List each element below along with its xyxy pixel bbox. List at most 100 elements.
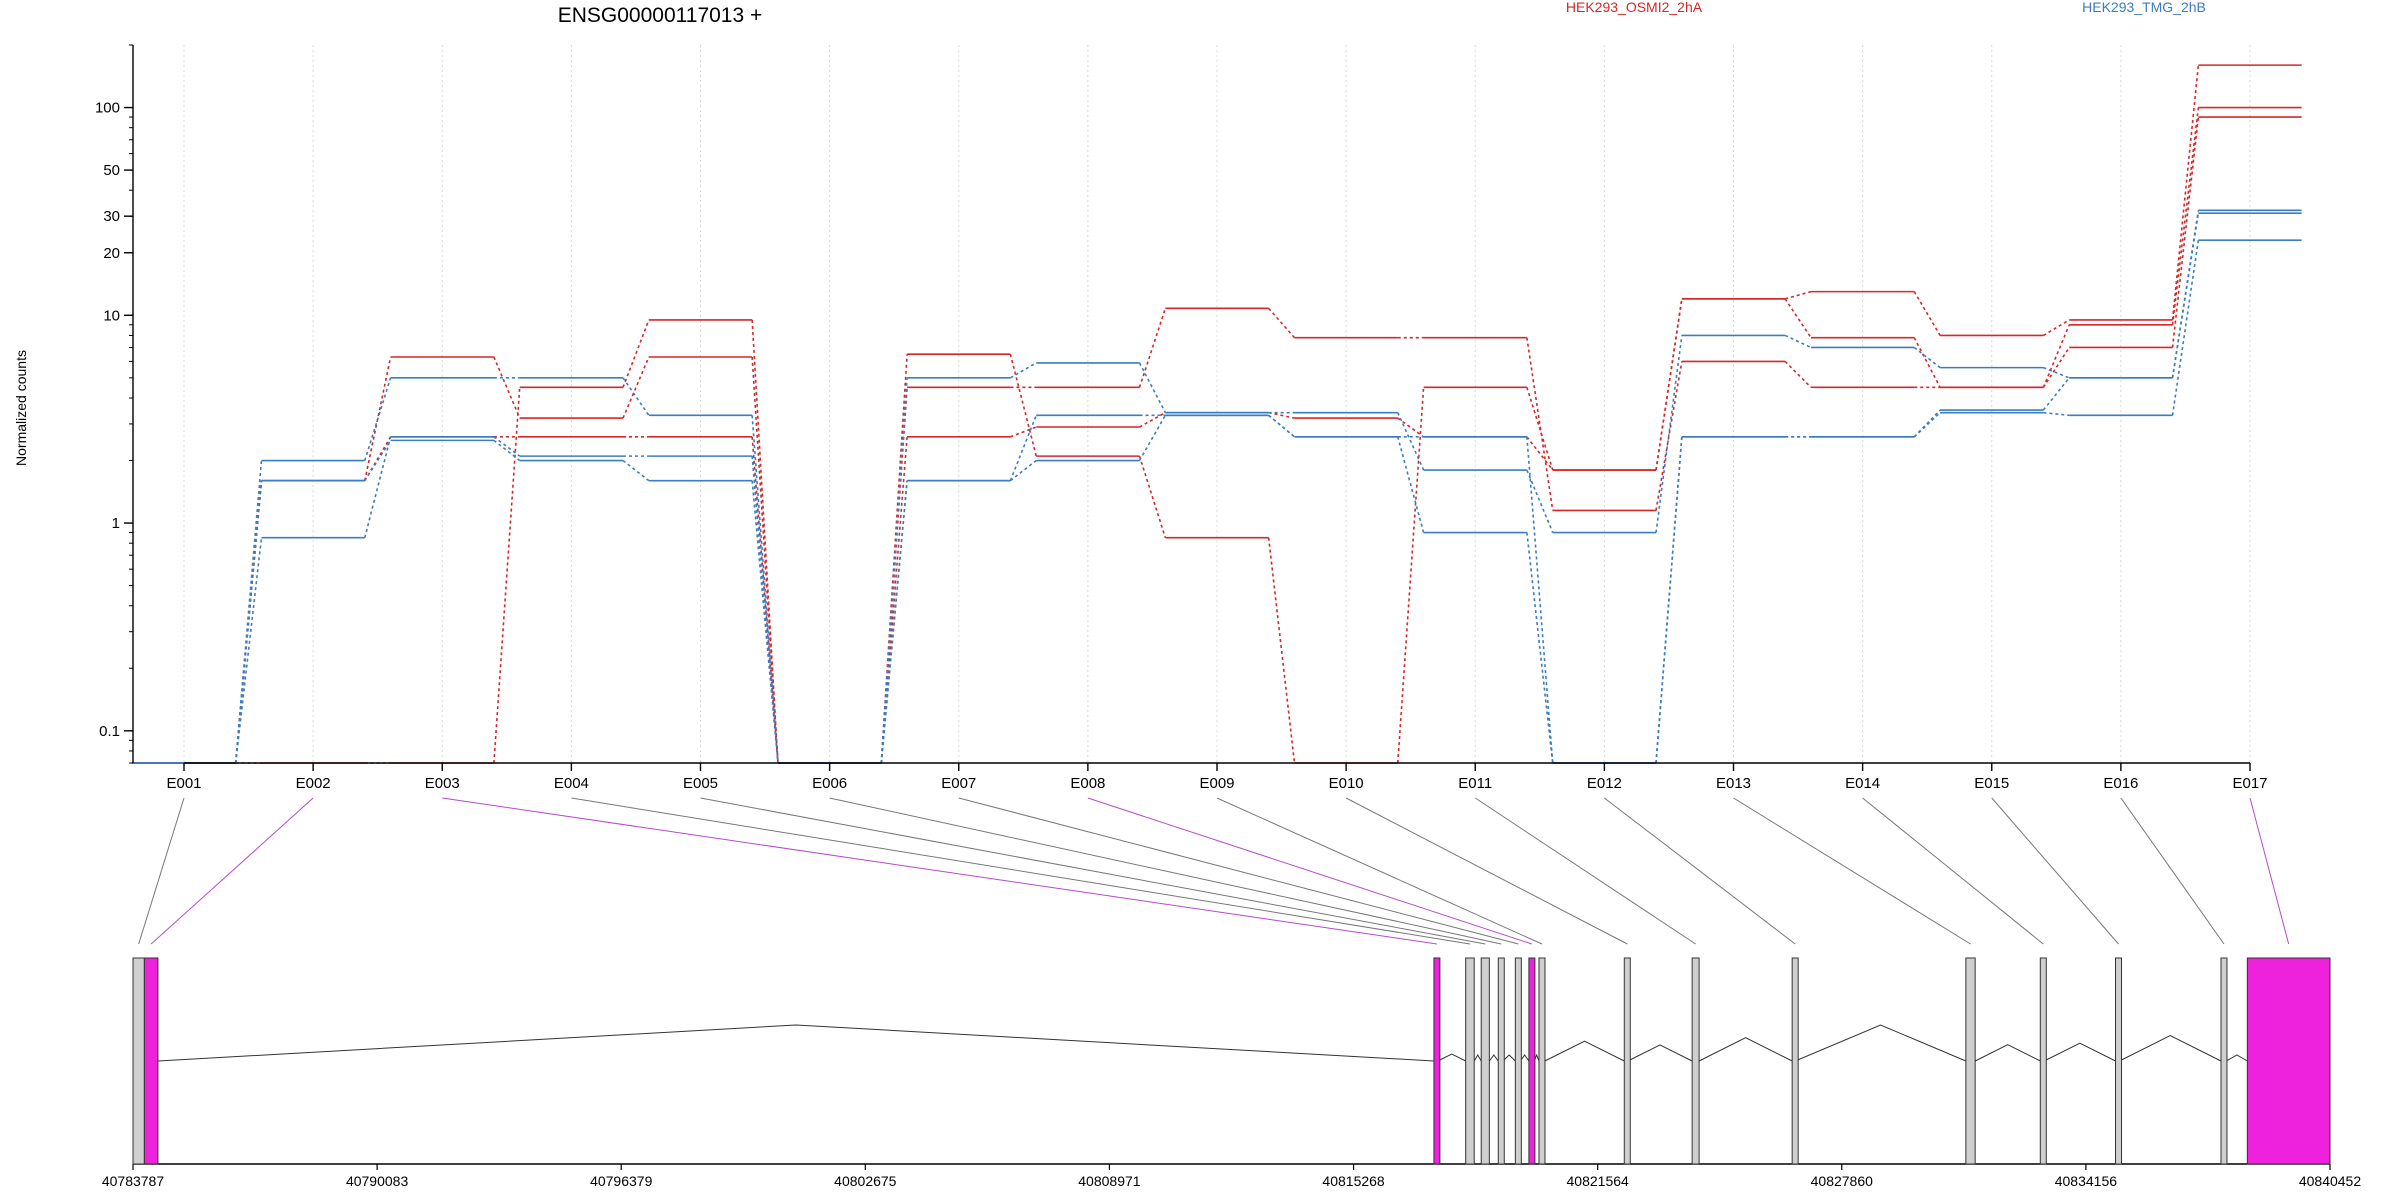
- series-transition: [1526, 469, 1554, 533]
- series-transition: [751, 415, 779, 764]
- x-tick-label: E015: [1974, 775, 2009, 792]
- exon-box-e004: [1465, 957, 1475, 1165]
- series-transition: [1009, 459, 1037, 482]
- exon-box-e012: [1791, 957, 1799, 1165]
- series-transition: [363, 436, 392, 538]
- intron-line: [157, 1024, 1434, 1062]
- x-tick-label: E017: [2232, 775, 2267, 792]
- intron-line: [1473, 1054, 1482, 1062]
- exon-connector: [700, 797, 1486, 945]
- series-transition: [1913, 409, 1941, 438]
- genome-tick-label: 40796379: [590, 1173, 653, 1189]
- exon-connector: [2120, 797, 2225, 945]
- series-transition: [1009, 362, 1037, 379]
- genome-tick-label: 40783787: [102, 1173, 165, 1189]
- series-transition: [2171, 107, 2200, 325]
- exon-box-e006: [1497, 957, 1505, 1165]
- x-tick-label: E009: [1199, 775, 1234, 792]
- exon-connector: [1862, 797, 2044, 945]
- exon-connector-lines: [138, 797, 2290, 945]
- series-transition: [880, 377, 908, 764]
- series-transition: [1268, 414, 1295, 438]
- y-tick-label: 100: [95, 100, 120, 117]
- genome-tick-label: 40802675: [834, 1173, 897, 1189]
- exon-box-e013: [1965, 957, 1976, 1165]
- series-transition: [751, 356, 779, 764]
- series-transition: [1784, 334, 1812, 349]
- series-transition: [1010, 426, 1037, 438]
- series-transition: [493, 387, 521, 764]
- intron-line: [1437, 1053, 1466, 1062]
- x-tick-label: E008: [1070, 775, 1105, 792]
- series-transition: [493, 436, 521, 457]
- x-tick-label: E010: [1329, 775, 1364, 792]
- intron-line: [1974, 1044, 2041, 1062]
- exon-box-e016: [2220, 957, 2228, 1165]
- exon-connector: [829, 797, 1502, 945]
- x-tick-label: E014: [1845, 775, 1880, 792]
- intron-line: [1698, 1037, 1793, 1062]
- legend-label-osmi: HEK293_OSMI2_2hA: [1566, 0, 1703, 15]
- series-transition: [1655, 335, 1683, 533]
- genome-tick-label: 40815268: [1322, 1173, 1385, 1189]
- genome-tick-label: 40821564: [1567, 1173, 1630, 1189]
- series-transition: [1267, 537, 1296, 764]
- series-transition: [622, 459, 650, 482]
- exon-box-e008: [1528, 957, 1536, 1165]
- exon-box-e011: [1691, 957, 1700, 1165]
- genome-tick-label: 40840452: [2299, 1173, 2362, 1189]
- y-axis-label: Normalized counts: [13, 350, 29, 466]
- exon-connector: [2249, 797, 2290, 945]
- intron-line: [1795, 1024, 1967, 1062]
- series-transition: [2042, 377, 2070, 411]
- x-tick-label: E016: [2103, 775, 2138, 792]
- series-transition: [1526, 436, 1554, 471]
- intron-line: [1627, 1044, 1693, 1062]
- genome-tick-label: 40827860: [1811, 1173, 1874, 1189]
- series-transition: [1655, 436, 1683, 764]
- exon-connector: [1087, 797, 1533, 945]
- exon-box-e005: [1480, 957, 1490, 1165]
- x-tick-label: E001: [166, 775, 201, 792]
- series-transition: [364, 439, 392, 482]
- intron-line: [2226, 1054, 2248, 1062]
- series-transition: [1009, 353, 1038, 457]
- vertical-gridlines: [183, 45, 2251, 763]
- genome-tick-label: 40834156: [2055, 1173, 2118, 1189]
- intron-line: [1488, 1054, 1499, 1062]
- gene-model: 40783787 40790083 40796379 40802675 40808971…: [102, 957, 2362, 1189]
- y-tick-label: 30: [103, 208, 120, 225]
- series-transition: [751, 319, 779, 764]
- exon-connector: [958, 797, 1519, 945]
- series-transition: [1397, 412, 1425, 471]
- series-transition: [1784, 360, 1812, 388]
- exon-connector: [442, 797, 1437, 945]
- series-transition: [1139, 411, 1166, 428]
- exon-box-e001: [132, 957, 145, 1165]
- series-transition: [364, 377, 392, 461]
- exon-box-e003: [1433, 957, 1441, 1165]
- exon-box-e017: [2246, 957, 2331, 1165]
- chart-title: ENSG00000117013 +: [558, 4, 763, 27]
- series-transition: [622, 377, 650, 416]
- series-transition: [2042, 324, 2070, 388]
- series-transition: [1655, 361, 1683, 511]
- series-transition: [234, 537, 263, 764]
- genome-tick-label: 40790083: [346, 1173, 409, 1189]
- genome-tick-label: 40808971: [1078, 1173, 1141, 1189]
- x-tick-label: E002: [296, 775, 331, 792]
- series-transition: [1268, 307, 1296, 339]
- exon-connector: [1216, 797, 1543, 945]
- series-transition: [493, 356, 521, 419]
- series-transition: [880, 480, 908, 764]
- plot-axes: 0.1 1 10 20 30 50 100 E001 E002 E003 E004 E005 E006 E…: [95, 44, 2268, 792]
- series-transition: [1397, 417, 1425, 438]
- exon-box-e014: [2039, 957, 2047, 1165]
- intron-line: [1544, 1040, 1625, 1062]
- intron-line: [2043, 1042, 2116, 1062]
- exon-connector: [138, 797, 185, 945]
- series-transition: [751, 480, 779, 764]
- exon-connector: [1733, 797, 1971, 945]
- y-tick-label: 1: [112, 515, 120, 532]
- y-tick-label: 20: [103, 245, 120, 262]
